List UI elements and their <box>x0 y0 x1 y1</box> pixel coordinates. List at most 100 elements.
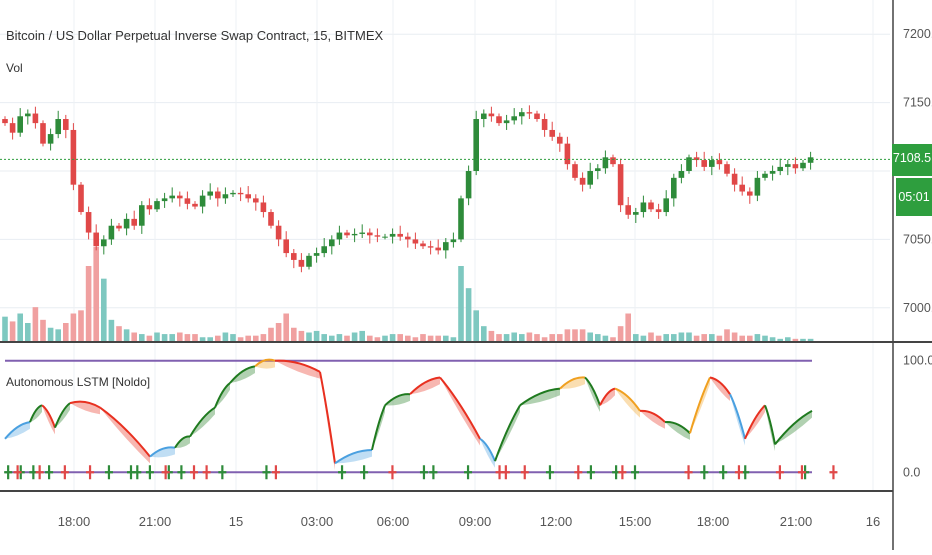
candle-body[interactable] <box>329 239 335 247</box>
candle-body[interactable] <box>739 184 745 192</box>
candle-body[interactable] <box>245 194 251 199</box>
candle-body[interactable] <box>800 162 806 169</box>
candle-body[interactable] <box>283 239 289 254</box>
candle-body[interactable] <box>40 123 46 144</box>
candle-body[interactable] <box>655 209 662 213</box>
candle-body[interactable] <box>534 113 540 120</box>
candle-body[interactable] <box>397 233 403 237</box>
candle-body[interactable] <box>291 253 297 260</box>
candle-body[interactable] <box>579 177 586 185</box>
candle-body[interactable] <box>762 173 768 178</box>
candle-body[interactable] <box>511 116 517 121</box>
candle-body[interactable] <box>55 119 61 135</box>
candle-body[interactable] <box>648 202 654 210</box>
candle-body[interactable] <box>367 232 373 236</box>
candle-body[interactable] <box>686 157 692 171</box>
candle-body[interactable] <box>93 232 99 247</box>
candle-body[interactable] <box>199 195 206 207</box>
candle-body[interactable] <box>313 253 320 256</box>
candle-body[interactable] <box>298 259 305 267</box>
candle-body[interactable] <box>207 191 213 196</box>
candle-body[interactable] <box>633 212 639 215</box>
candle-body[interactable] <box>382 236 388 238</box>
candle-body[interactable] <box>549 129 555 137</box>
candle-body[interactable] <box>754 177 761 196</box>
candle-body[interactable] <box>731 173 738 185</box>
candle-body[interactable] <box>412 239 419 244</box>
candle-body[interactable] <box>2 119 8 124</box>
candle-body[interactable] <box>116 225 122 229</box>
candle-body[interactable] <box>161 198 168 202</box>
candle-body[interactable] <box>184 198 191 204</box>
candle-body[interactable] <box>610 157 616 165</box>
candle-body[interactable] <box>230 192 236 195</box>
candle-body[interactable] <box>678 171 685 178</box>
candle-body[interactable] <box>435 247 441 251</box>
candle-body[interactable] <box>253 198 259 203</box>
candle-body[interactable] <box>9 123 16 133</box>
candle-body[interactable] <box>693 157 700 161</box>
candle-body[interactable] <box>146 205 153 210</box>
candle-body[interactable] <box>351 233 358 236</box>
candle-body[interactable] <box>640 202 647 213</box>
candle-body[interactable] <box>374 235 381 237</box>
candle-body[interactable] <box>564 143 571 165</box>
candle-body[interactable] <box>625 205 631 215</box>
candle-body[interactable] <box>177 195 183 199</box>
candle-body[interactable] <box>215 191 221 199</box>
candle-body[interactable] <box>617 164 624 206</box>
candle-body[interactable] <box>17 116 23 133</box>
candle-body[interactable] <box>275 225 282 240</box>
candle-body[interactable] <box>602 157 609 169</box>
candle-body[interactable] <box>747 191 753 196</box>
candle-body[interactable] <box>268 212 274 226</box>
candle-body[interactable] <box>792 164 799 169</box>
candle-body[interactable] <box>587 171 593 185</box>
candle-body[interactable] <box>671 177 677 199</box>
candle-body[interactable] <box>47 134 54 144</box>
candle-body[interactable] <box>724 164 730 174</box>
candle-body[interactable] <box>139 205 145 226</box>
candle-body[interactable] <box>25 113 31 117</box>
indicator-scale[interactable]: 100.0 0.0 <box>903 354 932 480</box>
candle-body[interactable] <box>458 198 464 240</box>
candle-body[interactable] <box>237 192 244 195</box>
candle-body[interactable] <box>321 246 327 254</box>
candle-body[interactable] <box>572 164 578 178</box>
candle-body[interactable] <box>526 112 533 114</box>
candle-body[interactable] <box>85 212 92 233</box>
candle-body[interactable] <box>663 198 669 213</box>
candle-body[interactable] <box>807 157 814 163</box>
candle-body[interactable] <box>488 113 495 117</box>
candle-body[interactable] <box>389 233 396 237</box>
candle-body[interactable] <box>344 232 350 236</box>
candle-body[interactable] <box>222 194 229 199</box>
candle-body[interactable] <box>769 171 776 174</box>
candle-body[interactable] <box>420 243 426 247</box>
candle-body[interactable] <box>777 166 783 171</box>
candle-body[interactable] <box>473 119 479 171</box>
candle-body[interactable] <box>701 160 707 167</box>
candle-body[interactable] <box>519 112 525 117</box>
candle-body[interactable] <box>427 246 434 248</box>
candle-body[interactable] <box>481 113 487 120</box>
candle-body[interactable] <box>70 129 77 185</box>
candle-body[interactable] <box>63 119 69 130</box>
candle-body[interactable] <box>450 239 457 243</box>
candle-body[interactable] <box>131 218 137 226</box>
candle-body[interactable] <box>443 242 449 251</box>
candle-body[interactable] <box>405 236 411 240</box>
candle-body[interactable] <box>32 113 39 124</box>
candle-body[interactable] <box>169 195 175 199</box>
candle-body[interactable] <box>359 232 365 234</box>
candle-body[interactable] <box>336 232 343 240</box>
candle-body[interactable] <box>192 203 198 207</box>
candle-body[interactable] <box>260 202 267 213</box>
candle-body[interactable] <box>557 136 563 144</box>
candle-body[interactable] <box>465 171 472 199</box>
candle-body[interactable] <box>101 239 107 247</box>
candle-body[interactable] <box>785 164 791 167</box>
candle-body[interactable] <box>541 119 548 130</box>
